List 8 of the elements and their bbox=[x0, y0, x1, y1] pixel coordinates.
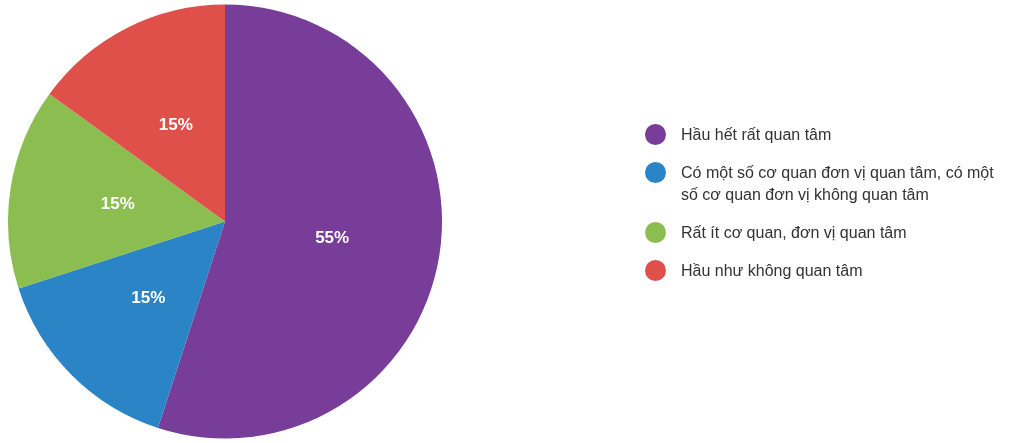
data-label: 15% bbox=[158, 114, 193, 134]
data-label: 15% bbox=[100, 194, 135, 214]
legend-label: Có một số cơ quan đơn vị quan tâm, có một số cơ quan đơn vị không quan tâm bbox=[681, 163, 995, 205]
data-label: 55% bbox=[315, 228, 350, 248]
legend-label: Hầu như không quan tâm bbox=[681, 261, 864, 281]
legend-label: Rất ít cơ quan, đơn vị quan tâm bbox=[681, 223, 908, 243]
legend-label: Hầu hết rất quan tâm bbox=[681, 125, 833, 145]
data-label: 15% bbox=[131, 287, 166, 307]
